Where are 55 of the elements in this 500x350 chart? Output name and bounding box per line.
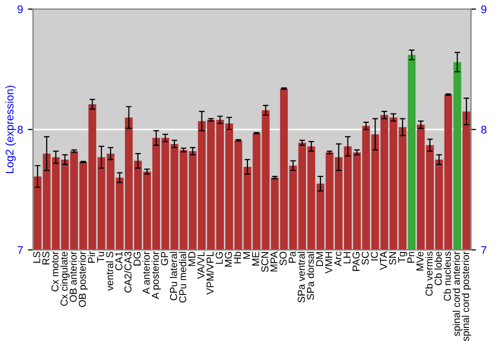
- x-tick-label: MVe: [416, 252, 424, 270]
- x-tick-label: ME: [252, 252, 260, 266]
- x-tick-label: OB anterior: [69, 251, 77, 302]
- x-tick-label: SO: [280, 252, 287, 266]
- x-tick-label: Cx cingulate: [60, 252, 70, 306]
- x-tick-label: GP: [160, 252, 168, 266]
- x-tick-label: SCN: [261, 252, 268, 272]
- x-tick-label: VTA: [380, 251, 387, 270]
- x-tick-label: Cb lobe: [434, 252, 442, 286]
- x-tick-label: M: [243, 252, 250, 259]
- x-tick-label: LG: [216, 252, 223, 264]
- x-tick-label: CPu lateral: [170, 252, 178, 300]
- x-tick-label: Arc: [334, 252, 342, 266]
- y-tick-label: 9: [18, 5, 23, 14]
- x-tick-label: Pir: [88, 251, 95, 263]
- y-axis-title: Log2 (expression): [5, 86, 16, 174]
- y-tick-label: 8: [18, 126, 23, 134]
- x-tick-label: VPM/VPL: [206, 252, 214, 295]
- x-tick-label: spinal cord anterior: [452, 251, 462, 336]
- x-tick-label: Pn: [407, 252, 414, 263]
- x-tick-label: CPu medial: [178, 252, 186, 302]
- x-tick-label: OB posterior: [78, 251, 88, 307]
- x-tick-label: CA2/CA3: [124, 252, 132, 292]
- x-tick-label: A anterior: [142, 251, 150, 294]
- y2-tick-label: 9: [481, 5, 486, 14]
- x-tick-label: IC: [370, 252, 378, 260]
- x-tick-label: Tg: [398, 252, 408, 263]
- x-tick-label: LS: [33, 252, 40, 263]
- y-tick-label: 7: [18, 246, 23, 254]
- x-tick-label: RS: [42, 252, 50, 264]
- x-tick-label: spinal cord posterior: [462, 251, 472, 342]
- x-tick-label: MD: [188, 252, 196, 266]
- x-tick-label: MPA: [270, 251, 278, 272]
- y2-tick-label: 8: [481, 126, 486, 134]
- x-tick-label: Cx motor: [51, 251, 58, 292]
- x-tick-label: SPa ventral: [298, 252, 305, 303]
- x-tick-label: ventral S: [106, 252, 114, 291]
- x-tick-label: CA1: [115, 252, 122, 270]
- x-tick-label: DG: [134, 252, 141, 266]
- x-tick-label: Tu: [97, 252, 104, 262]
- x-tick-label: SN: [389, 252, 396, 265]
- x-tick-label: LH: [344, 252, 350, 264]
- x-tick-label: VMH: [325, 252, 332, 274]
- x-tick-label: PAG: [352, 252, 360, 271]
- x-tick-label: Pa: [288, 251, 296, 263]
- x-tick-label: A posterior: [152, 251, 161, 300]
- x-tick-label: SC: [362, 252, 369, 265]
- x-tick-label: VA/VL: [197, 252, 204, 279]
- y2-tick-label: 7: [481, 246, 486, 254]
- x-tick-label: DM: [316, 252, 324, 266]
- x-tick-label: Hb: [234, 252, 241, 264]
- x-tick-label: Cb vermis: [425, 252, 433, 296]
- x-tick-label: Cb nucleus: [444, 252, 451, 301]
- x-tick-label: SPa dorsal: [306, 252, 314, 300]
- x-tick-label: MG: [224, 252, 232, 267]
